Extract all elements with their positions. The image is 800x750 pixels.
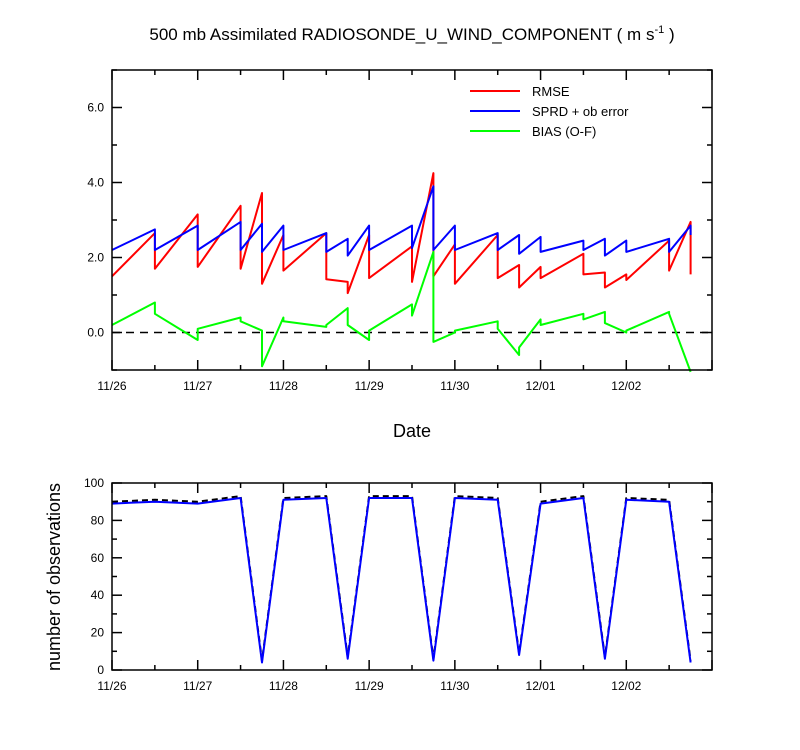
series-line-rmse — [111, 172, 692, 295]
y-tick-label: 80 — [91, 513, 105, 527]
x-tick-label: 11/30 — [440, 379, 469, 393]
x-tick-label: 11/28 — [269, 379, 298, 393]
series-line-solid-series-1 — [111, 497, 692, 664]
bottom-plot-frame — [111, 482, 713, 671]
x-axis-title: Date — [393, 421, 431, 441]
x-tick-label: 12/02 — [611, 379, 641, 393]
top-axis-ticks — [111, 69, 713, 371]
top-series-group — [111, 172, 692, 373]
chart-title-end: ) — [664, 25, 674, 44]
legend-label-sprd: SPRD + ob error — [532, 104, 629, 119]
y-axis-title-observations: number of observations — [44, 483, 64, 671]
x-tick-label: 11/29 — [355, 379, 384, 393]
series-line-sprd-ob-error — [111, 185, 692, 257]
x-tick-label: 11/27 — [183, 679, 212, 693]
y-tick-label: 2.0 — [87, 251, 104, 265]
x-tick-label: 12/01 — [526, 679, 556, 693]
y-tick-label: 20 — [91, 626, 105, 640]
x-tick-label: 11/26 — [97, 379, 126, 393]
bottom-axis-ticks — [111, 482, 713, 671]
x-tick-label: 12/01 — [526, 379, 556, 393]
x-tick-label: 11/30 — [440, 679, 469, 693]
chart-title-main: 500 mb Assimilated RADIOSONDE_U_WIND_COM… — [149, 25, 654, 44]
series-line-bias-o-f — [111, 250, 692, 373]
chart-title: 500 mb Assimilated RADIOSONDE_U_WIND_COM… — [149, 24, 674, 44]
top-tick-labels: 11/26 11/27 11/28 11/29 11/30 12/01 12/02 0.0 2.… — [87, 101, 641, 394]
x-tick-label: 11/27 — [183, 379, 212, 393]
bottom-tick-labels: 11/26 11/27 11/28 11/29 11/30 12/01 12/02 0 20 40… — [84, 476, 642, 693]
y-tick-label: 4.0 — [87, 176, 104, 190]
x-tick-label: 11/28 — [269, 679, 298, 693]
legend-label-rmse: RMSE — [532, 84, 570, 99]
top-plot-frame — [111, 69, 713, 371]
legend-label-bias: BIAS (O-F) — [532, 124, 596, 139]
y-tick-label: 100 — [84, 476, 104, 490]
x-tick-label: 11/29 — [355, 679, 384, 693]
y-tick-label: 40 — [91, 588, 105, 602]
series-line-dashed-series-0 — [111, 495, 692, 662]
chart-title-sup: -1 — [654, 24, 664, 36]
y-tick-label: 0 — [97, 663, 104, 677]
legend: RMSE SPRD + ob error BIAS (O-F) — [470, 84, 629, 139]
y-tick-label: 0.0 — [87, 326, 104, 340]
y-tick-label: 6.0 — [87, 101, 104, 115]
bottom-series-group — [111, 495, 692, 664]
x-tick-label: 11/26 — [97, 679, 126, 693]
bottom-plot: 11/26 11/27 11/28 11/29 11/30 12/01 12/02 0 20 40… — [84, 476, 713, 693]
y-tick-label: 60 — [91, 551, 105, 565]
top-plot: 11/26 11/27 11/28 11/29 11/30 12/01 12/02 0.0 2.… — [87, 69, 713, 394]
x-tick-label: 12/02 — [611, 679, 641, 693]
